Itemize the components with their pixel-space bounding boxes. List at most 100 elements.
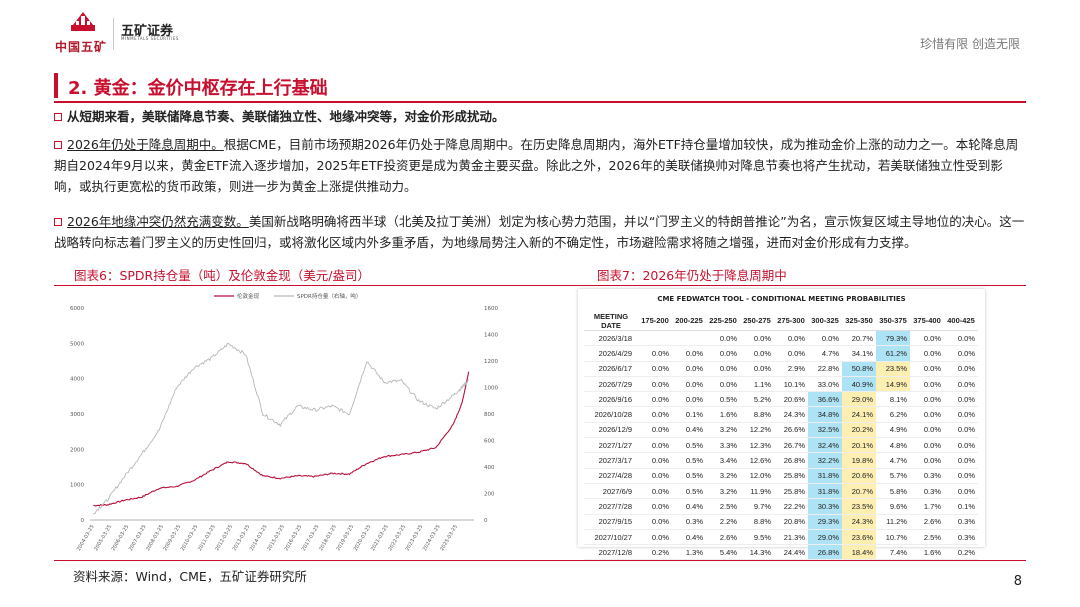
probability-cell: 0.0%: [740, 345, 774, 362]
probability-cell: 34.1%: [842, 345, 876, 362]
probability-cell: 14.9%: [876, 376, 910, 393]
probability-cell: 14.3%: [740, 544, 774, 561]
probability-cell: 12.3%: [740, 437, 774, 454]
probability-cell: 11.2%: [876, 514, 910, 530]
probability-cell: 9.7%: [740, 498, 774, 515]
probability-cell: 0.0%: [638, 498, 672, 515]
probability-cell: 20.8%: [774, 514, 808, 530]
probability-cell: 29.0%: [808, 529, 842, 546]
probability-cell: 24.1%: [842, 406, 876, 423]
probability-cell: 3.2%: [706, 483, 740, 500]
probability-cell: 12.6%: [740, 452, 774, 469]
x-tick-label: 2004-03-25: [76, 524, 96, 552]
probability-cell: 0.3%: [944, 529, 978, 546]
x-tick-label: 2007-03-25: [128, 524, 148, 552]
probability-cell: 0.0%: [944, 376, 978, 393]
y-left-tick-label: 4000: [70, 377, 84, 383]
probability-cell: 0.0%: [774, 345, 808, 362]
logo-divider: [113, 18, 114, 50]
x-tick-label: 2005-03-25: [93, 524, 113, 552]
paragraph-3-lead: 2026年地缘冲突仍然充满变数。: [67, 214, 249, 229]
probability-cell: 0.1%: [672, 406, 706, 423]
probability-cell: 9.6%: [876, 498, 910, 515]
probability-cell: 0.0%: [808, 330, 842, 347]
y-left-tick-label: 6000: [70, 306, 84, 312]
probability-cell: 32.2%: [808, 452, 842, 469]
probability-cell: 26.7%: [774, 437, 808, 454]
table-row: 2027/9/15 0.0% 0.3% 2.2% 8.8% 20.8% 29.3% 24.3%…: [584, 514, 978, 530]
probability-cell: 7.4%: [876, 544, 910, 561]
probability-cell: 0.2%: [638, 544, 672, 561]
table-row: 2027/3/17 0.0% 0.5% 3.4% 12.6% 26.8% 32.2% 19.8…: [584, 452, 978, 469]
x-tick-label: 2017-03-25: [301, 524, 321, 552]
source-note: 资料来源：Wind，CME，五矿证券研究所: [73, 569, 307, 584]
probability-cell: 0.4%: [672, 422, 706, 439]
probability-cell: 0.0%: [740, 361, 774, 377]
probability-cell: 40.9%: [842, 376, 876, 393]
probability-cell: 36.6%: [808, 391, 842, 408]
y-right-tick-label: 200: [484, 492, 495, 498]
probability-cell: 24.3%: [774, 406, 808, 423]
meeting-date-cell: 2026/9/16: [584, 391, 638, 408]
probability-cell: 0.0%: [910, 391, 944, 408]
probability-cell: 10.1%: [774, 376, 808, 393]
y-right-tick-label: 400: [484, 465, 495, 471]
probability-cell: 5.8%: [876, 483, 910, 500]
meeting-date-cell: 2027/6/9: [584, 483, 638, 500]
legend-gold-label: 伦敦金现: [237, 292, 260, 300]
probability-cell: 2.6%: [706, 529, 740, 546]
page-number: 8: [1013, 574, 1022, 589]
table-row: 2026/4/29 0.0% 0.0% 0.0% 0.0% 0.0% 4.7% 34.1% 61…: [584, 345, 978, 362]
probability-cell: 24.3%: [842, 514, 876, 530]
probability-cell: 6.2%: [876, 406, 910, 423]
probability-cell: 0.3%: [944, 514, 978, 530]
bottom-divider: [54, 560, 1026, 561]
probability-cell: 26.8%: [808, 544, 842, 561]
probability-cell: 0.2%: [944, 544, 978, 561]
minmetals-logo-icon: [71, 12, 95, 31]
probability-cell: 1.6%: [910, 544, 944, 561]
probability-cell: 34.8%: [808, 406, 842, 423]
probability-cell: 32.5%: [808, 422, 842, 439]
probability-cell: 0.5%: [706, 391, 740, 408]
probability-cell: 4.7%: [808, 345, 842, 362]
y-right-tick-label: 1600: [484, 306, 498, 312]
probability-cell: 0.5%: [672, 468, 706, 484]
probability-cell: 0.0%: [944, 345, 978, 362]
x-tick-label: 2014-03-25: [249, 524, 269, 552]
probability-cell: 2.9%: [774, 361, 808, 377]
probability-cell: 23.6%: [842, 529, 876, 546]
probability-cell: 0.0%: [910, 422, 944, 439]
table-row: 2027/1/27 0.0% 0.5% 3.3% 12.3% 26.7% 32.4% 20.1…: [584, 437, 978, 454]
probability-cell: 3.4%: [706, 452, 740, 469]
probability-cell: 0.0%: [638, 514, 672, 530]
probability-cell: 0.3%: [910, 468, 944, 484]
meeting-date-cell: 2027/7/28: [584, 498, 638, 515]
probability-cell: 22.2%: [774, 498, 808, 515]
x-tick-label: 2025-03-25: [439, 524, 459, 552]
bullet-square-icon: [54, 218, 62, 226]
y-left-tick-label: 1000: [70, 483, 84, 489]
probability-cell: 0.0%: [706, 330, 740, 347]
probability-cell: 24.4%: [774, 544, 808, 561]
probability-cell: 5.7%: [876, 468, 910, 484]
title-accent: [54, 73, 58, 98]
x-tick-label: 2010-03-25: [180, 524, 200, 552]
column-header: 350-375: [876, 311, 910, 331]
probability-cell: 25.8%: [774, 483, 808, 500]
probability-cell: 0.0%: [910, 406, 944, 423]
probability-cell: 0.0%: [944, 468, 978, 484]
probability-cell: 0.0%: [944, 406, 978, 423]
y-left-tick-label: 5000: [70, 341, 84, 347]
probability-cell: 2.2%: [706, 514, 740, 530]
probability-cell: 23.5%: [842, 498, 876, 515]
probability-cell: 0.0%: [638, 406, 672, 423]
probability-cell: 10.7%: [876, 529, 910, 546]
table-row: 2027/6/9 0.0% 0.5% 3.2% 11.9% 25.8% 31.8% 20.7%…: [584, 483, 978, 500]
x-tick-label: 2006-03-25: [111, 524, 131, 552]
probability-cell: 0.5%: [672, 437, 706, 454]
probability-cell: 4.7%: [876, 452, 910, 469]
figure-title-underline: [54, 285, 1026, 286]
x-tick-label: 2023-03-25: [405, 524, 425, 552]
column-header: 175-200: [638, 311, 672, 331]
